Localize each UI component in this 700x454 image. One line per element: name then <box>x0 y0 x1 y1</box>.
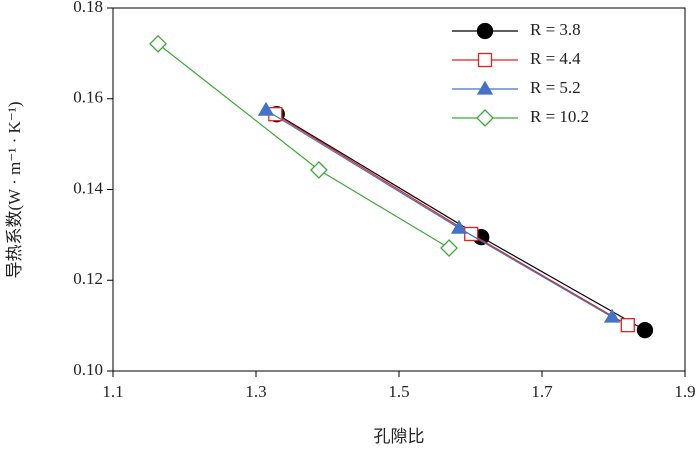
marker <box>440 239 458 257</box>
marker <box>257 101 275 116</box>
x-tick-label: 1.1 <box>102 382 123 401</box>
legend-marker <box>476 109 494 127</box>
legend-marker <box>476 80 494 95</box>
y-tick-label: 0.14 <box>73 178 103 197</box>
series-line <box>157 43 450 249</box>
legend-label: R = 10.2 <box>530 107 589 126</box>
x-tick-label: 1.5 <box>388 382 409 401</box>
legend-label: R = 4.4 <box>530 49 581 68</box>
legend-marker <box>476 22 494 40</box>
legend-marker <box>477 52 493 68</box>
legend-label: R = 3.8 <box>530 20 581 39</box>
marker <box>464 226 479 242</box>
x-tick-label: 1.9 <box>674 382 695 401</box>
marker <box>620 318 635 333</box>
x-axis-label: 孔隙比 <box>374 427 425 446</box>
y-tick-label: 0.12 <box>73 269 103 288</box>
marker <box>636 322 654 339</box>
marker <box>450 219 468 234</box>
marker <box>149 34 167 53</box>
marker <box>603 308 621 323</box>
y-tick-label: 0.16 <box>73 88 103 107</box>
y-axis-label: 导热系数(W · m⁻¹ · K⁻¹) <box>5 101 24 278</box>
series-line <box>276 113 646 331</box>
legend-label: R = 5.2 <box>530 78 581 97</box>
y-tick-label: 0.18 <box>73 0 103 16</box>
y-tick-label: 0.10 <box>73 360 103 379</box>
x-tick-label: 1.7 <box>531 382 553 401</box>
marker <box>310 161 328 179</box>
x-tick-label: 1.3 <box>245 382 266 401</box>
